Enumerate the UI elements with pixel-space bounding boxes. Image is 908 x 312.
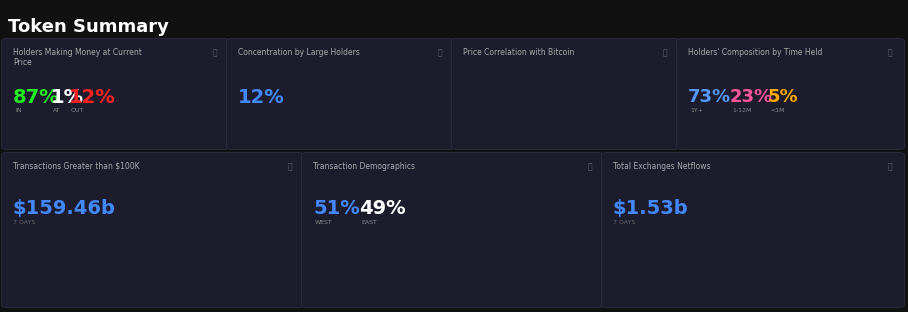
Bar: [237, 138, 262, 145]
Text: $1.53b: $1.53b: [613, 199, 688, 218]
Text: ⓘ: ⓘ: [587, 163, 592, 172]
Text: 1%: 1%: [51, 88, 84, 107]
Text: ⓘ: ⓘ: [438, 48, 442, 57]
Text: 51%: 51%: [313, 199, 360, 218]
Text: Holders Making Money at Current
Price: Holders Making Money at Current Price: [13, 48, 142, 67]
Bar: [192, 138, 194, 145]
Text: 12%: 12%: [69, 88, 115, 107]
Text: Transactions Greater than $100K: Transactions Greater than $100K: [13, 162, 140, 171]
Text: 87%: 87%: [13, 88, 60, 107]
Bar: [194, 138, 219, 145]
Text: ⓘ: ⓘ: [663, 48, 667, 57]
Text: ⓘ: ⓘ: [212, 48, 217, 57]
Text: Token Summary: Token Summary: [8, 18, 169, 36]
Text: 23%: 23%: [730, 88, 773, 106]
Bar: [312, 288, 456, 300]
Text: 1: 1: [560, 135, 571, 150]
Text: 1-12M: 1-12M: [732, 108, 752, 113]
Text: ⓘ: ⓘ: [288, 163, 292, 172]
Bar: [456, 288, 594, 300]
Text: 7 DAYS: 7 DAYS: [13, 220, 35, 225]
Text: 49%: 49%: [359, 199, 406, 218]
Text: ⓘ: ⓘ: [888, 48, 893, 57]
Text: ⓘ: ⓘ: [888, 163, 893, 172]
Bar: [885, 138, 896, 145]
Text: 7 DAYS: 7 DAYS: [613, 220, 636, 225]
Bar: [12, 138, 192, 145]
Text: AT: AT: [53, 108, 61, 113]
Text: 5%: 5%: [768, 88, 799, 106]
Text: Price Correlation with Bitcoin: Price Correlation with Bitcoin: [463, 48, 575, 57]
Text: 1Y+: 1Y+: [690, 108, 703, 113]
Text: Transaction Demographics: Transaction Demographics: [313, 162, 415, 171]
Text: 73%: 73%: [688, 88, 731, 106]
Bar: [838, 138, 885, 145]
Text: IN: IN: [15, 108, 22, 113]
Text: Total Exchanges Netflows: Total Exchanges Netflows: [613, 162, 710, 171]
Text: OUT: OUT: [71, 108, 84, 113]
Text: $159.46b: $159.46b: [13, 199, 116, 218]
Text: Concentration by Large Holders: Concentration by Large Holders: [238, 48, 360, 57]
Text: Holders' Composition by Time Held: Holders' Composition by Time Held: [688, 48, 823, 57]
Text: <1M: <1M: [770, 108, 785, 113]
Text: WEST: WEST: [315, 220, 332, 225]
Text: 12%: 12%: [238, 88, 285, 107]
Text: EAST: EAST: [361, 220, 377, 225]
Bar: [687, 138, 838, 145]
